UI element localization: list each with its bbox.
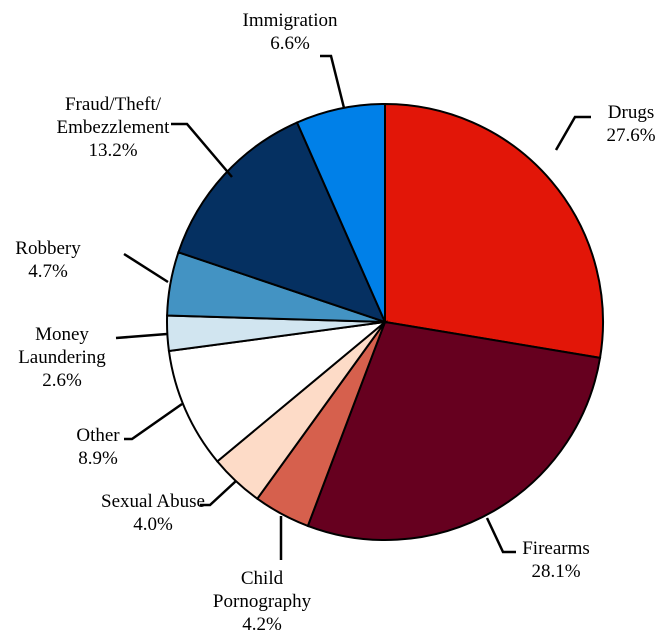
slice-firearms	[306, 320, 602, 541]
slice-name-label: Fraud/Theft/	[65, 94, 162, 115]
leader-line-money-laundering	[115, 332, 168, 340]
slice-value-label: 13.2%	[88, 140, 137, 161]
slice-name-label: Drugs	[608, 102, 654, 123]
slice-name-label: Sexual Abuse	[101, 491, 205, 512]
leader-line-sexual-abuse	[200, 480, 237, 507]
leader-line-drugs	[554, 115, 591, 151]
slice-name-label: Other	[76, 425, 120, 446]
slice-name-label: Pornography	[213, 591, 312, 612]
slice-name-label: Laundering	[18, 347, 106, 368]
slice-value-label: 2.6%	[42, 370, 82, 391]
slice-value-label: 4.7%	[28, 261, 68, 282]
slice-label-fraud-theft-embezzlement: Fraud/Theft/Embezzlement 13.2%	[57, 94, 171, 161]
slice-name-label: Immigration	[243, 10, 338, 31]
slice-name-label: Robbery	[15, 238, 81, 259]
slice-value-label: 4.2%	[242, 614, 282, 635]
slice-value-label: 8.9%	[78, 448, 118, 469]
slice-fraud-theft-embezzlement	[177, 121, 387, 324]
leader-line-robbery	[123, 252, 169, 284]
pie-slices	[166, 102, 605, 541]
slice-value-label: 28.1%	[531, 561, 580, 582]
slice-name-label: Embezzlement	[57, 117, 171, 138]
slice-label-robbery: Robbery 4.7%	[15, 238, 81, 282]
slice-value-label: 4.0%	[133, 514, 173, 535]
slice-value-label: 6.6%	[270, 33, 310, 54]
slice-label-money-laundering: Money Laundering 2.6%	[18, 324, 106, 391]
slice-labels: Drugs 27.6%Firearms 28.1%Child Pornography 4…	[15, 10, 655, 635]
slice-label-child-pornography: Child Pornography 4.2%	[213, 568, 312, 635]
leader-line-firearms	[485, 517, 516, 554]
slice-name-label: Child	[241, 568, 284, 589]
slice-immigration	[295, 102, 386, 323]
leader-lines	[115, 54, 591, 560]
slice-name-label: Firearms	[522, 538, 590, 559]
slice-other	[167, 320, 389, 463]
slice-label-drugs: Drugs 27.6%	[606, 102, 655, 146]
slice-label-sexual-abuse: Sexual Abuse 4.0%	[101, 491, 205, 535]
slice-label-other: Other 8.9%	[76, 425, 120, 469]
slice-label-firearms: Firearms 28.1%	[522, 538, 590, 582]
slice-drugs	[384, 102, 605, 359]
leader-line-fraud-theft-embezzlement	[171, 122, 233, 178]
leader-line-immigration	[320, 54, 346, 109]
leader-line-other	[124, 402, 183, 441]
slice-value-label: 27.6%	[606, 125, 655, 146]
slice-label-immigration: Immigration 6.6%	[243, 10, 338, 54]
slice-name-label: Money	[35, 324, 89, 345]
